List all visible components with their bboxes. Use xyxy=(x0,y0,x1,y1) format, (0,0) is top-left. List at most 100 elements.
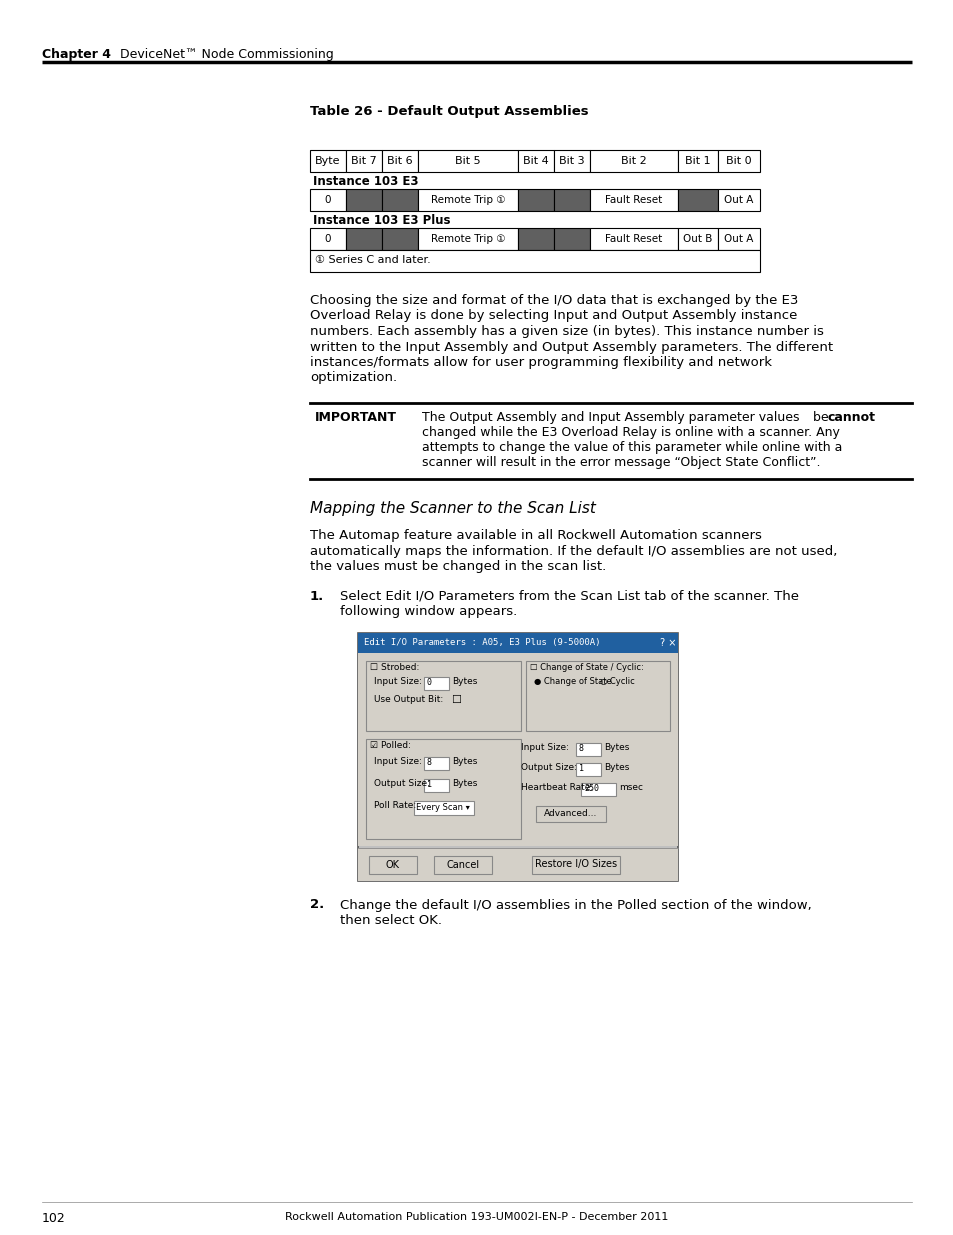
Text: ☑ Polled:: ☑ Polled: xyxy=(370,741,411,750)
Text: Out A: Out A xyxy=(723,233,753,245)
Text: be: be xyxy=(808,411,827,424)
Text: Bit 3: Bit 3 xyxy=(558,156,584,165)
Bar xyxy=(517,189,554,211)
Text: Bytes: Bytes xyxy=(603,762,629,772)
Bar xyxy=(357,632,678,652)
Bar xyxy=(678,228,718,249)
Text: ☐ Strobed:: ☐ Strobed: xyxy=(370,662,419,672)
Bar xyxy=(369,856,416,873)
Text: Advanced...: Advanced... xyxy=(544,809,598,818)
Text: Bit 2: Bit 2 xyxy=(620,156,646,165)
Text: 0: 0 xyxy=(324,195,331,205)
Text: Output Size:: Output Size: xyxy=(520,762,577,772)
Bar xyxy=(576,742,600,756)
Text: following window appears.: following window appears. xyxy=(339,605,517,618)
Text: ● Change of State: ● Change of State xyxy=(534,677,611,685)
Text: cannot: cannot xyxy=(827,411,875,424)
Text: then select OK.: then select OK. xyxy=(339,914,441,927)
Text: 1: 1 xyxy=(427,781,432,789)
Bar xyxy=(423,778,449,792)
Text: msec: msec xyxy=(618,783,642,792)
Text: Bit 4: Bit 4 xyxy=(522,156,548,165)
Text: The Automap feature available in all Rockwell Automation scanners: The Automap feature available in all Roc… xyxy=(310,529,761,542)
Bar xyxy=(310,149,346,172)
Text: Bytes: Bytes xyxy=(452,757,476,766)
Bar xyxy=(517,228,554,249)
Text: Bit 6: Bit 6 xyxy=(387,156,413,165)
Text: 1.: 1. xyxy=(310,589,324,603)
Text: optimization.: optimization. xyxy=(310,372,396,384)
Bar xyxy=(423,757,449,769)
Bar xyxy=(346,189,381,211)
Text: Choosing the size and format of the I/O data that is exchanged by the E3: Choosing the size and format of the I/O … xyxy=(310,294,798,308)
Text: Bytes: Bytes xyxy=(452,677,476,685)
Text: Bit 0: Bit 0 xyxy=(725,156,751,165)
Text: Fault Reset: Fault Reset xyxy=(605,195,662,205)
Text: Heartbeat Rate:: Heartbeat Rate: xyxy=(520,783,593,792)
Text: Remote Trip ①: Remote Trip ① xyxy=(431,233,505,245)
Bar xyxy=(346,149,381,172)
Text: Table 26 - Default Output Assemblies: Table 26 - Default Output Assemblies xyxy=(310,105,588,119)
Bar xyxy=(718,149,760,172)
Text: 0: 0 xyxy=(427,678,432,687)
Text: Fault Reset: Fault Reset xyxy=(605,233,662,245)
Text: Rockwell Automation Publication 193-UM002I-EN-P - December 2011: Rockwell Automation Publication 193-UM00… xyxy=(285,1212,668,1221)
Text: 8: 8 xyxy=(578,743,583,753)
Bar xyxy=(417,228,517,249)
Bar xyxy=(678,189,718,211)
Text: ○ Cyclic: ○ Cyclic xyxy=(599,677,634,685)
Text: Restore I/O Sizes: Restore I/O Sizes xyxy=(535,860,617,869)
Bar xyxy=(357,632,678,881)
Text: ☐ Change of State / Cyclic:: ☐ Change of State / Cyclic: xyxy=(530,662,643,672)
Bar xyxy=(417,189,517,211)
Bar xyxy=(381,228,417,249)
Bar xyxy=(366,661,520,730)
Text: Output Size:: Output Size: xyxy=(374,778,430,788)
Text: 2.: 2. xyxy=(310,899,324,911)
Text: automatically maps the information. If the default I/O assemblies are not used,: automatically maps the information. If t… xyxy=(310,545,837,557)
Text: Out B: Out B xyxy=(682,233,712,245)
Text: Poll Rate:: Poll Rate: xyxy=(374,800,416,809)
Text: Input Size:: Input Size: xyxy=(374,677,421,685)
Bar xyxy=(414,800,474,815)
Bar xyxy=(554,189,589,211)
Bar xyxy=(532,856,619,873)
Bar xyxy=(589,189,678,211)
Text: numbers. Each assembly has a given size (in bytes). This instance number is: numbers. Each assembly has a given size … xyxy=(310,325,823,338)
Text: OK: OK xyxy=(386,860,399,869)
Text: Every Scan ▾: Every Scan ▾ xyxy=(416,803,470,811)
Text: Edit I/O Parameters : A05, E3 Plus (9-5000A): Edit I/O Parameters : A05, E3 Plus (9-50… xyxy=(364,638,599,647)
Bar xyxy=(310,249,760,272)
Bar xyxy=(525,661,669,730)
Text: Bytes: Bytes xyxy=(452,778,476,788)
Bar xyxy=(381,189,417,211)
Text: Select Edit I/O Parameters from the Scan List tab of the scanner. The: Select Edit I/O Parameters from the Scan… xyxy=(339,589,799,603)
Text: Bit 5: Bit 5 xyxy=(455,156,480,165)
Bar xyxy=(554,149,589,172)
Text: 8: 8 xyxy=(427,758,432,767)
Bar xyxy=(381,149,417,172)
Text: written to the Input Assembly and Output Assembly parameters. The different: written to the Input Assembly and Output… xyxy=(310,341,832,353)
Bar xyxy=(357,847,678,881)
Text: Change the default I/O assemblies in the Polled section of the window,: Change the default I/O assemblies in the… xyxy=(339,899,811,911)
Text: Byte: Byte xyxy=(314,156,340,165)
Bar xyxy=(678,149,718,172)
Bar xyxy=(576,762,600,776)
Bar xyxy=(423,677,449,689)
Text: the values must be changed in the scan list.: the values must be changed in the scan l… xyxy=(310,559,605,573)
Text: instances/formats allow for user programming flexibility and network: instances/formats allow for user program… xyxy=(310,356,771,369)
Bar xyxy=(718,189,760,211)
Bar xyxy=(417,149,517,172)
Text: Chapter 4: Chapter 4 xyxy=(42,48,111,61)
Bar xyxy=(536,805,605,821)
Text: Bit 1: Bit 1 xyxy=(684,156,710,165)
Text: 0: 0 xyxy=(324,233,331,245)
Text: Use Output Bit:: Use Output Bit: xyxy=(374,694,443,704)
Bar xyxy=(517,149,554,172)
Bar xyxy=(366,739,520,839)
Text: Input Size:: Input Size: xyxy=(374,757,421,766)
Text: Out A: Out A xyxy=(723,195,753,205)
Text: Instance 103 E3: Instance 103 E3 xyxy=(313,175,418,188)
Text: IMPORTANT: IMPORTANT xyxy=(314,411,396,424)
Text: 102: 102 xyxy=(42,1212,66,1225)
